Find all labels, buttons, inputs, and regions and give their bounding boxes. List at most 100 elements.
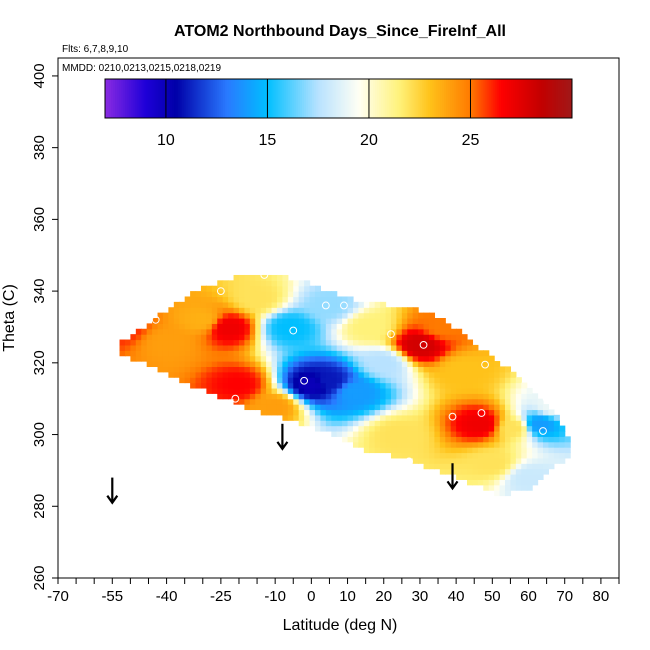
heatmap-cell bbox=[336, 312, 343, 319]
colorbar-segment bbox=[241, 79, 244, 118]
heatmap-cell bbox=[526, 393, 533, 400]
heatmap-cell bbox=[271, 334, 278, 341]
heatmap-cell bbox=[206, 307, 213, 314]
heatmap-cell bbox=[162, 355, 169, 362]
heatmap-cell bbox=[298, 285, 305, 292]
heatmap-cell bbox=[233, 301, 240, 308]
heatmap-cell bbox=[266, 404, 273, 411]
heatmap-cell bbox=[347, 318, 354, 324]
heatmap-cell bbox=[266, 307, 273, 314]
heatmap-cell bbox=[537, 463, 544, 470]
heatmap-cell bbox=[233, 366, 240, 373]
heatmap-cell bbox=[260, 323, 267, 330]
heatmap-cell bbox=[211, 350, 218, 357]
heatmap-cell bbox=[222, 296, 229, 303]
heatmap-cell bbox=[510, 393, 517, 400]
heatmap-cell bbox=[401, 387, 408, 394]
heatmap-cell bbox=[228, 280, 235, 287]
heatmap-cell bbox=[510, 463, 517, 470]
heatmap-cell bbox=[499, 425, 506, 432]
heatmap-cell bbox=[314, 404, 321, 411]
heatmap-cell bbox=[532, 452, 539, 459]
heatmap-cell bbox=[363, 361, 370, 368]
heatmap-cell bbox=[309, 285, 316, 292]
heatmap-cell bbox=[298, 350, 305, 357]
heatmap-cell bbox=[428, 425, 436, 432]
colorbar-segment bbox=[511, 79, 514, 118]
colorbar-segment bbox=[312, 79, 315, 118]
heatmap-cell bbox=[336, 344, 343, 351]
heatmap-cell bbox=[342, 409, 349, 416]
heatmap-cell bbox=[331, 382, 338, 389]
heatmap-cell bbox=[282, 409, 289, 416]
colorbar-segment bbox=[218, 79, 222, 118]
colorbar-segment bbox=[565, 79, 569, 118]
heatmap-cell bbox=[385, 425, 392, 432]
observation-marker bbox=[419, 340, 428, 349]
heatmap-cell bbox=[320, 323, 327, 330]
heatmap-cell bbox=[450, 447, 457, 454]
heatmap-cell bbox=[293, 393, 300, 400]
heatmap-cell bbox=[162, 323, 169, 330]
heatmap-cell bbox=[228, 382, 235, 389]
heatmap-cell bbox=[461, 404, 468, 411]
heatmap-cell bbox=[477, 452, 484, 459]
heatmap-cell bbox=[445, 366, 452, 373]
heatmap-cell bbox=[222, 334, 229, 341]
heatmap-cell bbox=[390, 398, 398, 405]
colorbar-frame bbox=[104, 78, 573, 119]
heatmap-cell bbox=[282, 371, 289, 378]
heatmap-cell bbox=[293, 366, 300, 373]
heatmap-cell bbox=[271, 409, 278, 416]
heatmap-cell bbox=[244, 274, 251, 281]
heatmap-cell bbox=[499, 457, 506, 464]
heatmap-cell bbox=[461, 409, 468, 416]
colorbar-segment bbox=[472, 79, 476, 118]
heatmap-cell bbox=[488, 436, 495, 443]
heatmap-cell bbox=[418, 404, 425, 411]
heatmap-cell bbox=[358, 323, 365, 330]
heatmap-cell bbox=[428, 441, 436, 448]
colorbar-segment bbox=[326, 79, 329, 118]
colorbar-segment bbox=[409, 79, 413, 118]
heatmap-cell bbox=[342, 312, 349, 319]
heatmap-cell bbox=[450, 441, 457, 448]
heatmap-cell bbox=[396, 436, 403, 443]
colorbar-segment bbox=[535, 79, 538, 118]
heatmap-cell bbox=[428, 409, 436, 416]
heatmap-cell bbox=[211, 361, 218, 368]
heatmap-cell bbox=[380, 371, 387, 378]
heatmap-cell bbox=[314, 350, 321, 357]
heatmap-cell bbox=[515, 457, 522, 464]
heatmap-cell bbox=[249, 387, 256, 394]
heatmap-cell bbox=[461, 334, 468, 341]
heatmap-cell bbox=[472, 420, 479, 427]
heatmap-cell bbox=[271, 366, 278, 373]
heatmap-cell bbox=[439, 457, 446, 464]
colorbar-segment bbox=[145, 79, 149, 118]
heatmap-cell bbox=[325, 350, 332, 357]
heatmap-cell bbox=[244, 328, 251, 335]
heatmap-cell bbox=[363, 404, 370, 411]
heatmap-cell bbox=[363, 414, 370, 421]
heatmap-cell bbox=[184, 296, 191, 303]
heatmap-cell bbox=[347, 296, 354, 303]
heatmap-cell bbox=[363, 323, 370, 330]
heatmap-cell bbox=[200, 377, 207, 384]
colorbar-segment bbox=[247, 79, 250, 118]
heatmap-cell bbox=[374, 425, 381, 432]
heatmap-cell bbox=[385, 318, 392, 324]
heatmap-cell bbox=[472, 404, 479, 411]
heatmap-cell bbox=[369, 393, 376, 400]
colorbar-segment bbox=[261, 79, 264, 118]
heatmap-cell bbox=[521, 436, 528, 443]
heatmap-cell bbox=[504, 409, 512, 416]
heatmap-cell bbox=[369, 312, 376, 319]
heatmap-cell bbox=[336, 301, 343, 308]
heatmap-cell bbox=[477, 425, 484, 432]
heatmap-cell bbox=[233, 280, 240, 287]
heatmap-cell bbox=[282, 312, 289, 319]
colorbar-segment bbox=[320, 79, 323, 118]
heatmap-cell bbox=[396, 404, 403, 411]
heatmap-cell bbox=[146, 355, 153, 362]
